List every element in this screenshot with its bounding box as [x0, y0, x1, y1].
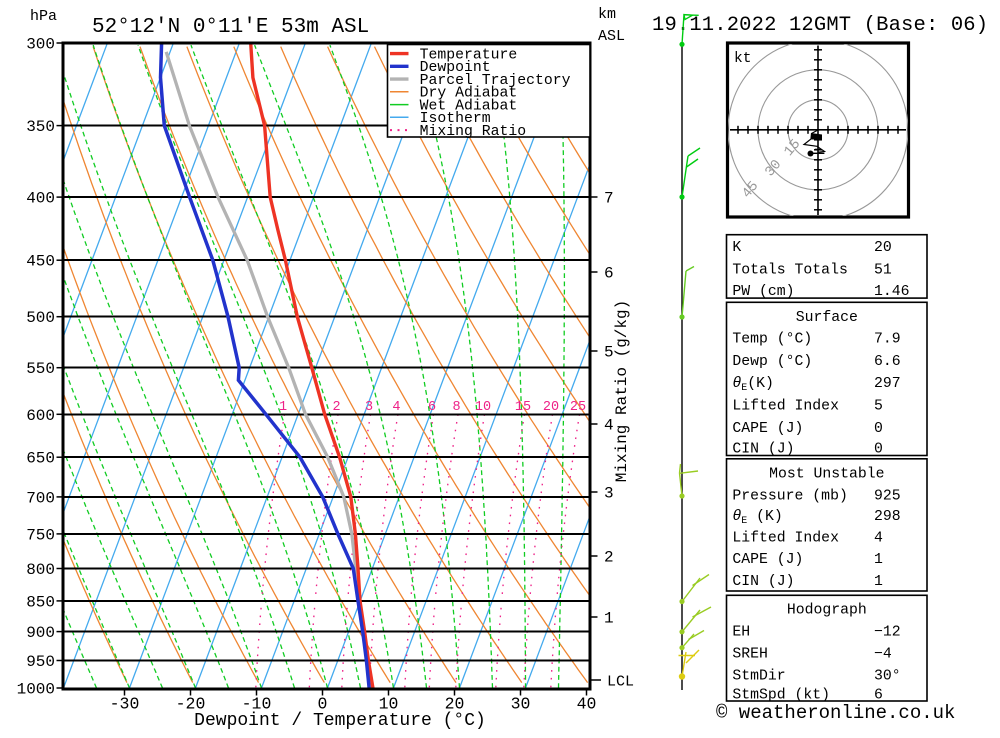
- svg-text:-20: -20: [176, 695, 206, 714]
- svg-text:350: 350: [26, 118, 55, 136]
- svg-text:Mixing Ratio (g/kg): Mixing Ratio (g/kg): [613, 300, 631, 482]
- svg-text:SREH: SREH: [732, 646, 768, 662]
- svg-text:Pressure (mb): Pressure (mb): [732, 489, 847, 505]
- svg-text:ASL: ASL: [598, 28, 625, 45]
- svg-text:-30: -30: [110, 695, 140, 714]
- svg-text:300: 300: [26, 36, 55, 54]
- svg-text:0: 0: [874, 442, 883, 458]
- svg-text:1000: 1000: [17, 681, 55, 699]
- svg-text:7: 7: [604, 190, 614, 208]
- svg-text:298: 298: [874, 509, 901, 525]
- svg-text:Lifted Index: Lifted Index: [732, 399, 839, 415]
- svg-text:8: 8: [452, 400, 460, 415]
- svg-text:−4: −4: [874, 646, 892, 662]
- svg-text:Lifted Index: Lifted Index: [732, 530, 839, 546]
- svg-text:1.46: 1.46: [874, 284, 910, 300]
- svg-text:500: 500: [26, 309, 55, 327]
- svg-text:CAPE (J): CAPE (J): [732, 552, 803, 568]
- svg-text:© weatheronline.co.uk: © weatheronline.co.uk: [716, 702, 955, 724]
- svg-text:PW (cm): PW (cm): [732, 284, 794, 300]
- svg-text:850: 850: [26, 593, 55, 611]
- svg-text:−12: −12: [874, 625, 901, 641]
- svg-text:950: 950: [26, 653, 55, 671]
- svg-text:6: 6: [428, 400, 436, 415]
- svg-text:2: 2: [604, 549, 614, 567]
- svg-text:4: 4: [392, 400, 400, 415]
- svg-text:1: 1: [279, 400, 287, 415]
- svg-text:Dewpoint / Temperature (°C): Dewpoint / Temperature (°C): [194, 711, 486, 731]
- svg-text:CAPE (J): CAPE (J): [732, 421, 803, 437]
- svg-text:25: 25: [570, 400, 586, 415]
- svg-text:4: 4: [604, 417, 614, 435]
- svg-text:10: 10: [475, 400, 491, 415]
- svg-text:Parcel Trajectory: Parcel Trajectory: [420, 73, 571, 89]
- svg-text:K: K: [732, 240, 741, 256]
- svg-text:6.6: 6.6: [874, 354, 901, 370]
- svg-text:20: 20: [874, 240, 892, 256]
- svg-text:52°12'N 0°11'E 53m ASL: 52°12'N 0°11'E 53m ASL: [92, 16, 369, 39]
- svg-text:Dewpoint: Dewpoint: [420, 60, 491, 76]
- svg-text:Most Unstable: Most Unstable: [769, 467, 884, 483]
- svg-text:CIN (J): CIN (J): [732, 442, 794, 458]
- svg-text:1: 1: [874, 574, 883, 590]
- svg-text:30°: 30°: [874, 669, 901, 685]
- svg-text:Totals Totals: Totals Totals: [732, 262, 847, 278]
- svg-text:450: 450: [26, 253, 55, 271]
- svg-text:40: 40: [577, 695, 597, 714]
- svg-text:EH: EH: [732, 625, 750, 641]
- svg-text:1: 1: [874, 552, 883, 568]
- svg-text:Hodograph: Hodograph: [787, 603, 867, 619]
- svg-text:CIN (J): CIN (J): [732, 574, 794, 590]
- svg-text:20: 20: [445, 695, 465, 714]
- svg-text:Wet Adiabat: Wet Adiabat: [420, 98, 518, 114]
- svg-text:7.9: 7.9: [874, 332, 901, 348]
- svg-text:925: 925: [874, 489, 901, 505]
- svg-text:θE(K): θE(K): [732, 376, 774, 394]
- svg-text:4: 4: [874, 530, 883, 546]
- svg-text:297: 297: [874, 376, 901, 392]
- svg-text:θE (K): θE (K): [732, 509, 782, 527]
- svg-text:0: 0: [874, 421, 883, 437]
- svg-text:Dry Adiabat: Dry Adiabat: [420, 86, 518, 102]
- svg-text:5: 5: [604, 344, 614, 362]
- svg-text:Temp (°C): Temp (°C): [732, 332, 812, 348]
- svg-text:StmSpd (kt): StmSpd (kt): [732, 688, 830, 704]
- svg-text:51: 51: [874, 262, 892, 278]
- svg-text:2: 2: [332, 400, 340, 415]
- svg-text:800: 800: [26, 561, 55, 579]
- svg-text:400: 400: [26, 190, 55, 208]
- svg-text:3: 3: [604, 485, 614, 503]
- svg-text:LCL: LCL: [607, 674, 634, 691]
- svg-text:6: 6: [874, 688, 883, 704]
- svg-text:20: 20: [543, 400, 559, 415]
- svg-text:hPa: hPa: [30, 8, 57, 25]
- svg-text:Surface: Surface: [796, 310, 858, 326]
- svg-text:km: km: [598, 6, 616, 23]
- svg-text:-10: -10: [242, 695, 272, 714]
- svg-text:900: 900: [26, 624, 55, 642]
- svg-text:15: 15: [515, 400, 531, 415]
- svg-text:6: 6: [604, 265, 614, 283]
- svg-text:Isotherm: Isotherm: [420, 111, 491, 127]
- svg-text:Temperature: Temperature: [420, 47, 518, 63]
- svg-text:5: 5: [874, 399, 883, 415]
- svg-text:30: 30: [511, 695, 531, 714]
- svg-text:19.11.2022 12GMT (Base: 06): 19.11.2022 12GMT (Base: 06): [652, 14, 988, 37]
- svg-text:kt: kt: [734, 51, 751, 67]
- svg-text:StmDir: StmDir: [732, 669, 785, 685]
- svg-text:10: 10: [379, 695, 399, 714]
- svg-text:0: 0: [318, 695, 328, 714]
- svg-text:650: 650: [26, 450, 55, 468]
- svg-text:750: 750: [26, 526, 55, 544]
- svg-text:550: 550: [26, 360, 55, 378]
- svg-text:1: 1: [604, 610, 614, 628]
- svg-text:3: 3: [365, 400, 373, 415]
- svg-text:Dewp (°C): Dewp (°C): [732, 354, 812, 370]
- svg-text:600: 600: [26, 407, 55, 425]
- svg-text:700: 700: [26, 489, 55, 507]
- svg-text:Mixing Ratio: Mixing Ratio: [420, 124, 527, 140]
